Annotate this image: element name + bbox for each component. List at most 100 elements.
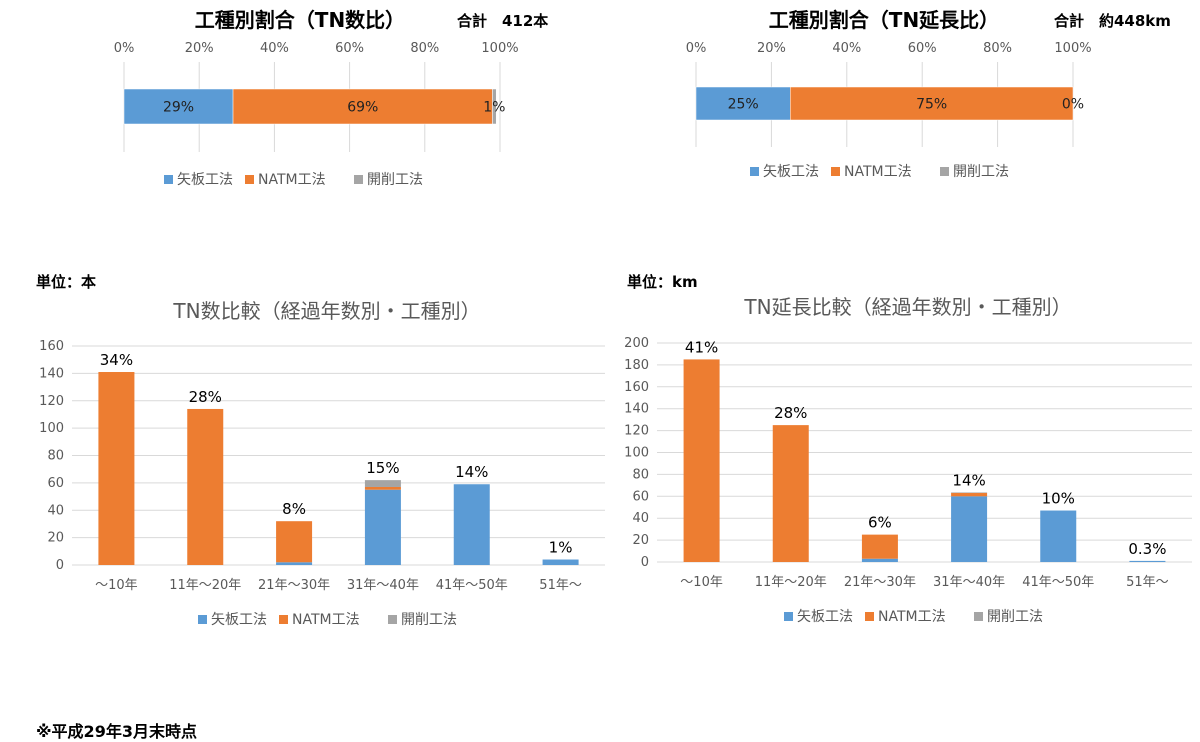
x-tick-label: 60% <box>335 41 364 56</box>
yaita-legend-label: 矢板工法 <box>797 609 853 625</box>
natm-bar <box>187 408 224 565</box>
percent-data-label: 28% <box>189 388 222 406</box>
yaita-legend-swatch <box>164 175 173 184</box>
yaita-legend-swatch <box>198 615 207 624</box>
yaita-bar <box>861 558 898 562</box>
kaisaku-bar <box>492 88 497 125</box>
y-tick-label: 200 <box>624 336 649 351</box>
yaita-bar <box>123 88 234 125</box>
natm-bar <box>951 493 988 497</box>
percent-data-label: 0.3% <box>1128 540 1166 558</box>
unit-label: 単位：km <box>627 273 698 291</box>
kaisaku-data-label: 1% <box>483 100 505 116</box>
x-category-label: 21年～30年 <box>844 575 916 590</box>
natm-bar <box>98 372 135 565</box>
natm-data-label: 69% <box>347 100 378 116</box>
x-tick-label: 0% <box>686 41 707 56</box>
x-tick-label: 100% <box>481 41 518 56</box>
x-tick-label: 80% <box>983 41 1012 56</box>
yaita-legend-swatch <box>784 612 793 621</box>
kaisaku-bar <box>951 492 988 494</box>
x-category-label: ～10年 <box>95 578 138 593</box>
kaisaku-legend-label: 開削工法 <box>367 172 423 188</box>
y-tick-label: 100 <box>39 421 64 436</box>
x-tick-label: 40% <box>260 41 289 56</box>
x-category-label: 11年～20年 <box>755 575 827 590</box>
y-tick-label: 20 <box>632 533 649 548</box>
chart-title: 工種別割合（TN延長比） <box>769 8 999 32</box>
y-tick-label: 100 <box>624 446 649 461</box>
total-label: 合計 約448km <box>1053 12 1171 30</box>
percent-data-label: 8% <box>282 500 306 518</box>
y-tick-label: 40 <box>47 503 64 518</box>
yaita-bar <box>364 489 401 565</box>
x-category-label: 21年～30年 <box>258 578 330 593</box>
natm-legend-label: NATM工法 <box>292 612 360 628</box>
total-label: 合計 412本 <box>456 12 548 30</box>
yaita-legend-label: 矢板工法 <box>211 612 267 628</box>
yaita-bar <box>1129 560 1166 562</box>
y-tick-label: 40 <box>632 511 649 526</box>
y-tick-label: 60 <box>47 476 64 491</box>
y-tick-label: 80 <box>632 467 649 482</box>
percent-data-label: 6% <box>868 514 892 532</box>
yaita-data-label: 25% <box>728 97 759 113</box>
x-tick-label: 40% <box>832 41 861 56</box>
natm-bar <box>790 86 1074 121</box>
y-tick-label: 120 <box>39 394 64 409</box>
unit-label: 単位：本 <box>36 273 96 291</box>
y-tick-label: 180 <box>624 358 649 373</box>
x-category-label: ～10年 <box>680 575 723 590</box>
x-tick-label: 0% <box>114 41 135 56</box>
kaisaku-legend-swatch <box>940 167 949 176</box>
natm-legend-swatch <box>279 615 288 624</box>
footnote: ※平成29年3月末時点 <box>36 722 197 741</box>
natm-legend-label: NATM工法 <box>878 609 946 625</box>
x-tick-label: 20% <box>757 41 786 56</box>
percent-data-label: 28% <box>774 404 807 422</box>
x-tick-label: 100% <box>1054 41 1091 56</box>
natm-legend-label: NATM工法 <box>844 164 912 180</box>
natm-legend-swatch <box>245 175 254 184</box>
yaita-bar <box>695 86 791 121</box>
yaita-bar <box>1040 510 1077 562</box>
kaisaku-legend-swatch <box>388 615 397 624</box>
kaisaku-data-label: 0% <box>1062 97 1084 113</box>
x-tick-label: 60% <box>908 41 937 56</box>
percent-data-label: 34% <box>100 351 133 369</box>
kaisaku-bar <box>364 480 401 487</box>
chart-title: 工種別割合（TN数比） <box>195 8 405 32</box>
x-tick-label: 80% <box>410 41 439 56</box>
natm-bar <box>276 521 313 563</box>
kaisaku-legend-swatch <box>354 175 363 184</box>
kaisaku-legend-label: 開削工法 <box>987 609 1043 625</box>
y-tick-label: 120 <box>624 424 649 439</box>
y-tick-label: 160 <box>624 380 649 395</box>
y-tick-label: 140 <box>39 366 64 381</box>
yaita-legend-label: 矢板工法 <box>763 164 819 180</box>
yaita-bar <box>276 562 313 565</box>
yaita-bar <box>542 559 579 565</box>
x-category-label: 51年～ <box>539 578 582 593</box>
natm-bar <box>772 425 809 562</box>
y-tick-label: 80 <box>47 449 64 464</box>
natm-legend-swatch <box>865 612 874 621</box>
x-category-label: 51年～ <box>1126 575 1169 590</box>
percent-data-label: 1% <box>549 539 573 557</box>
x-category-label: 41年～50年 <box>1022 575 1094 590</box>
yaita-bar <box>453 484 490 565</box>
chart-title: TN数比較（経過年数別・工種別） <box>172 299 480 323</box>
natm-bar <box>683 359 720 562</box>
percent-data-label: 15% <box>366 459 399 477</box>
natm-legend-swatch <box>831 167 840 176</box>
natm-legend-label: NATM工法 <box>258 172 326 188</box>
kaisaku-legend-label: 開削工法 <box>953 164 1009 180</box>
percent-data-label: 41% <box>685 338 718 356</box>
y-tick-label: 160 <box>39 339 64 354</box>
yaita-data-label: 29% <box>163 100 194 116</box>
y-tick-label: 20 <box>47 531 64 546</box>
chart-title: TN延長比較（経過年数別・工種別） <box>743 295 1071 319</box>
y-tick-label: 0 <box>641 555 649 570</box>
x-category-label: 41年～50年 <box>436 578 508 593</box>
